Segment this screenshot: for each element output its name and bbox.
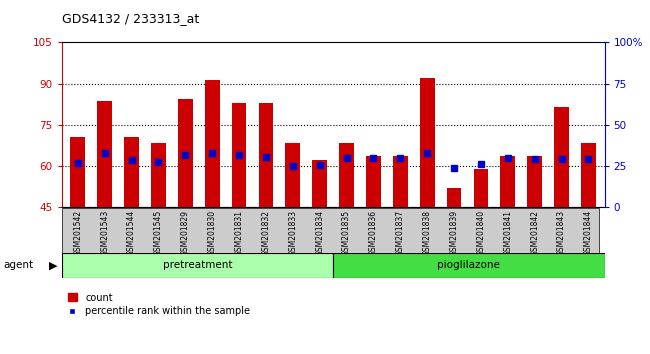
- Text: pioglilazone: pioglilazone: [437, 261, 500, 270]
- Text: GSM201545: GSM201545: [154, 210, 163, 256]
- Text: agent: agent: [3, 261, 33, 270]
- Text: GSM201838: GSM201838: [422, 210, 432, 256]
- Bar: [312, 160, 327, 207]
- Bar: [259, 103, 274, 207]
- Bar: [178, 99, 193, 207]
- Bar: [151, 143, 166, 207]
- Bar: [527, 156, 542, 207]
- Text: GSM201832: GSM201832: [261, 210, 270, 256]
- Text: GSM201835: GSM201835: [342, 210, 351, 256]
- Text: GSM201543: GSM201543: [100, 210, 109, 256]
- Bar: [62, 253, 333, 278]
- Bar: [231, 103, 246, 207]
- Legend: count, percentile rank within the sample: count, percentile rank within the sample: [66, 292, 251, 318]
- Text: GSM201836: GSM201836: [369, 210, 378, 256]
- Text: GSM201830: GSM201830: [208, 210, 216, 256]
- Text: GSM201833: GSM201833: [289, 210, 297, 256]
- Text: GSM201831: GSM201831: [235, 210, 244, 256]
- Text: GSM201839: GSM201839: [450, 210, 458, 256]
- Bar: [554, 107, 569, 207]
- Text: GSM201843: GSM201843: [557, 210, 566, 256]
- Bar: [333, 253, 604, 278]
- Bar: [285, 143, 300, 207]
- Bar: [124, 137, 139, 207]
- Text: GSM201842: GSM201842: [530, 210, 539, 256]
- Text: GDS4132 / 233313_at: GDS4132 / 233313_at: [62, 12, 199, 25]
- Bar: [581, 143, 596, 207]
- Bar: [420, 78, 435, 207]
- Text: GSM201829: GSM201829: [181, 210, 190, 256]
- Text: GSM201542: GSM201542: [73, 210, 83, 256]
- Bar: [339, 143, 354, 207]
- Text: GSM201840: GSM201840: [476, 210, 486, 256]
- Bar: [98, 102, 112, 207]
- Text: GSM201841: GSM201841: [503, 210, 512, 256]
- Bar: [393, 156, 408, 207]
- Bar: [366, 156, 381, 207]
- Text: GSM201834: GSM201834: [315, 210, 324, 256]
- Bar: [447, 188, 461, 207]
- Bar: [205, 80, 220, 207]
- Text: pretreatment: pretreatment: [162, 261, 232, 270]
- Text: GSM201844: GSM201844: [584, 210, 593, 256]
- Bar: [500, 156, 515, 207]
- Text: GSM201544: GSM201544: [127, 210, 136, 256]
- Text: ▶: ▶: [49, 261, 57, 270]
- Bar: [70, 137, 85, 207]
- Text: GSM201837: GSM201837: [396, 210, 405, 256]
- Bar: [473, 169, 488, 207]
